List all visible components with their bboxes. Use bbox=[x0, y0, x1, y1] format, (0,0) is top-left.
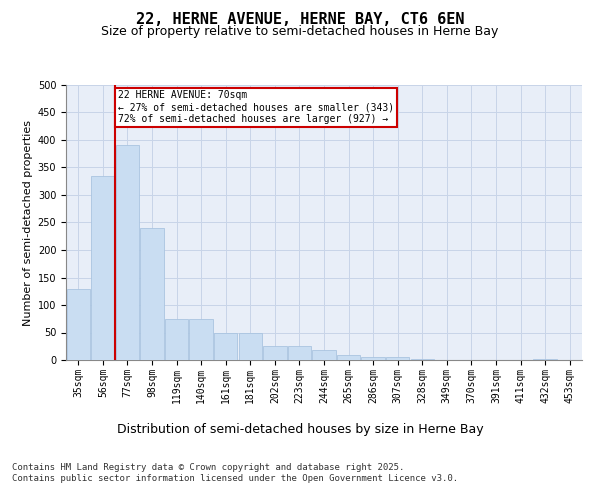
Bar bbox=[263, 346, 287, 360]
Bar bbox=[337, 355, 360, 360]
Bar bbox=[91, 176, 115, 360]
Text: 22 HERNE AVENUE: 70sqm
← 27% of semi-detached houses are smaller (343)
72% of se: 22 HERNE AVENUE: 70sqm ← 27% of semi-det… bbox=[118, 90, 394, 124]
Text: Contains HM Land Registry data © Crown copyright and database right 2025.
Contai: Contains HM Land Registry data © Crown c… bbox=[12, 462, 458, 483]
Bar bbox=[533, 359, 557, 360]
Bar bbox=[313, 350, 335, 360]
Bar bbox=[410, 359, 434, 360]
Text: Size of property relative to semi-detached houses in Herne Bay: Size of property relative to semi-detach… bbox=[101, 25, 499, 38]
Bar bbox=[140, 228, 164, 360]
Bar bbox=[165, 319, 188, 360]
Bar bbox=[288, 346, 311, 360]
Y-axis label: Number of semi-detached properties: Number of semi-detached properties bbox=[23, 120, 34, 326]
Bar bbox=[386, 356, 409, 360]
Text: 22, HERNE AVENUE, HERNE BAY, CT6 6EN: 22, HERNE AVENUE, HERNE BAY, CT6 6EN bbox=[136, 12, 464, 28]
Text: Distribution of semi-detached houses by size in Herne Bay: Distribution of semi-detached houses by … bbox=[116, 422, 484, 436]
Bar bbox=[116, 146, 139, 360]
Bar bbox=[214, 332, 238, 360]
Bar bbox=[239, 332, 262, 360]
Bar bbox=[67, 288, 90, 360]
Bar bbox=[361, 356, 385, 360]
Bar bbox=[190, 319, 213, 360]
